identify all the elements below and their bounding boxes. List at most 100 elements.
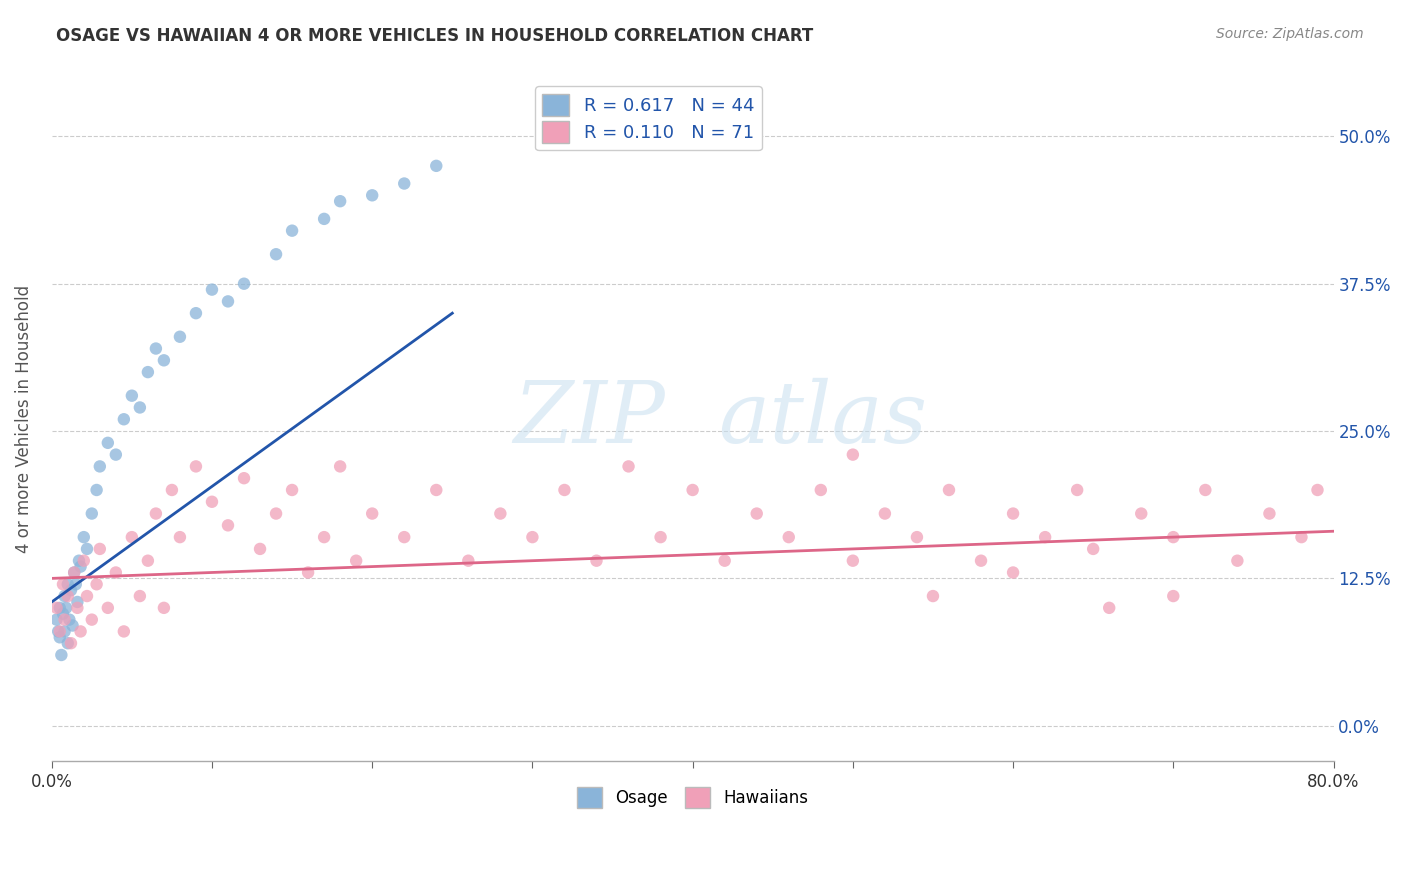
Point [233, 471, 256, 485]
Point [1306, 483, 1329, 497]
Point [128, 401, 150, 415]
Point [66, 595, 89, 609]
Point [97, 600, 120, 615]
Point [112, 412, 135, 426]
Point [97, 435, 120, 450]
Point [73, 554, 96, 568]
Point [1002, 507, 1025, 521]
Point [329, 194, 352, 209]
Point [873, 507, 896, 521]
Point [69, 624, 91, 639]
Point [86, 483, 108, 497]
Point [121, 389, 143, 403]
Point [53, 613, 76, 627]
Text: ZIP: ZIP [513, 378, 665, 460]
Text: Source: ZipAtlas.com: Source: ZipAtlas.com [1216, 27, 1364, 41]
Point [56, 636, 79, 650]
Point [457, 554, 479, 568]
Point [201, 495, 224, 509]
Point [80, 613, 103, 627]
Point [922, 589, 945, 603]
Point [145, 507, 167, 521]
Point [314, 211, 336, 226]
Point [281, 224, 304, 238]
Point [53, 589, 76, 603]
Point [1194, 483, 1216, 497]
Point [49, 600, 72, 615]
Point [145, 342, 167, 356]
Point [1083, 541, 1105, 556]
Point [160, 483, 183, 497]
Point [314, 530, 336, 544]
Point [49, 630, 72, 644]
Point [55, 600, 77, 615]
Point [45, 600, 67, 615]
Point [73, 530, 96, 544]
Point [585, 554, 607, 568]
Point [63, 566, 86, 580]
Point [169, 330, 191, 344]
Point [344, 554, 367, 568]
Point [394, 177, 416, 191]
Point [1098, 600, 1121, 615]
Point [489, 507, 512, 521]
Point [184, 306, 207, 320]
Point [128, 589, 150, 603]
Point [136, 554, 159, 568]
Point [76, 589, 98, 603]
Point [56, 589, 79, 603]
Point [153, 600, 176, 615]
Point [121, 530, 143, 544]
Point [49, 624, 72, 639]
Point [59, 636, 82, 650]
Point [249, 541, 271, 556]
Point [153, 353, 176, 368]
Point [76, 541, 98, 556]
Point [104, 448, 127, 462]
Point [66, 600, 89, 615]
Text: OSAGE VS HAWAIIAN 4 OR MORE VEHICLES IN HOUSEHOLD CORRELATION CHART: OSAGE VS HAWAIIAN 4 OR MORE VEHICLES IN … [56, 27, 814, 45]
Point [1130, 507, 1153, 521]
Point [650, 530, 672, 544]
Point [842, 448, 865, 462]
Point [264, 507, 287, 521]
Point [217, 294, 239, 309]
Point [329, 459, 352, 474]
Point [52, 607, 75, 621]
Point [58, 613, 80, 627]
Point [745, 507, 768, 521]
Point [682, 483, 704, 497]
Point [810, 483, 832, 497]
Point [297, 566, 319, 580]
Point [80, 507, 103, 521]
Point [1161, 530, 1184, 544]
Point [65, 577, 87, 591]
Point [361, 507, 384, 521]
Point [217, 518, 239, 533]
Point [1226, 554, 1249, 568]
Point [62, 618, 84, 632]
Point [51, 648, 73, 662]
Point [86, 577, 108, 591]
Point [184, 459, 207, 474]
Point [1161, 589, 1184, 603]
Point [938, 483, 960, 497]
Legend: Osage, Hawaiians: Osage, Hawaiians [571, 780, 815, 814]
Point [59, 583, 82, 598]
Point [112, 624, 135, 639]
Point [394, 530, 416, 544]
Text: atlas: atlas [718, 378, 928, 460]
Point [553, 483, 575, 497]
Point [1033, 530, 1056, 544]
Point [425, 483, 447, 497]
Point [89, 459, 111, 474]
Point [233, 277, 256, 291]
Point [425, 159, 447, 173]
Point [264, 247, 287, 261]
Point [63, 566, 86, 580]
Point [1258, 507, 1281, 521]
Point [1066, 483, 1088, 497]
Point [52, 577, 75, 591]
Point [169, 530, 191, 544]
Point [46, 624, 69, 639]
